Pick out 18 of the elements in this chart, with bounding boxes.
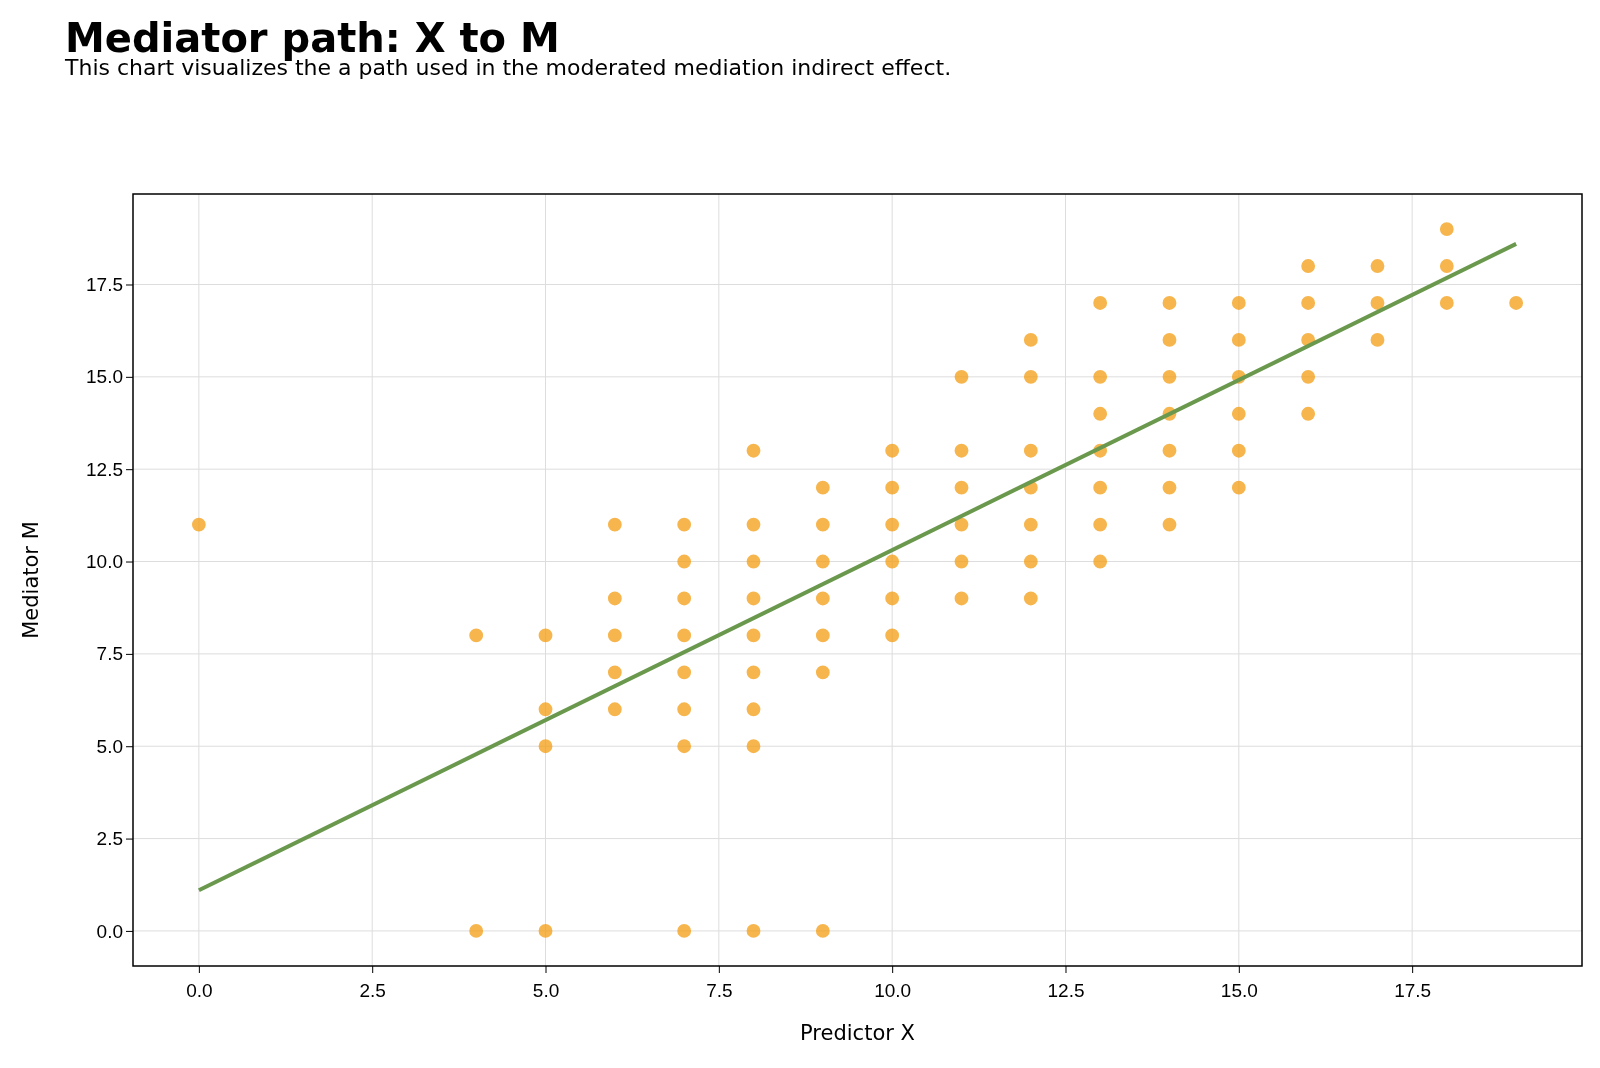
x-tick-label: 17.5 (1394, 979, 1432, 1001)
y-tick-label: 17.5 (86, 274, 123, 296)
y-tick-label: 15.0 (86, 366, 123, 388)
x-tick-label: 2.5 (359, 979, 386, 1001)
y-tick-label: 10.0 (86, 551, 123, 573)
x-tick-label: 15.0 (1220, 979, 1258, 1001)
x-tick-label: 5.0 (532, 979, 560, 1001)
y-tick-label: 2.5 (96, 828, 123, 850)
x-tick-label: 7.5 (706, 979, 733, 1001)
y-tick-label: 12.5 (86, 458, 123, 480)
x-tick-label: 12.5 (1047, 979, 1085, 1001)
y-axis-title: Mediator M (19, 521, 43, 639)
y-tick-label: 7.5 (96, 643, 123, 665)
x-axis-title: Predictor X (800, 1021, 915, 1045)
y-tick-label: 0.0 (96, 920, 123, 942)
y-tick-label: 5.0 (96, 735, 123, 757)
x-tick-label: 10.0 (874, 979, 912, 1001)
x-tick-label: 0.0 (186, 979, 213, 1001)
